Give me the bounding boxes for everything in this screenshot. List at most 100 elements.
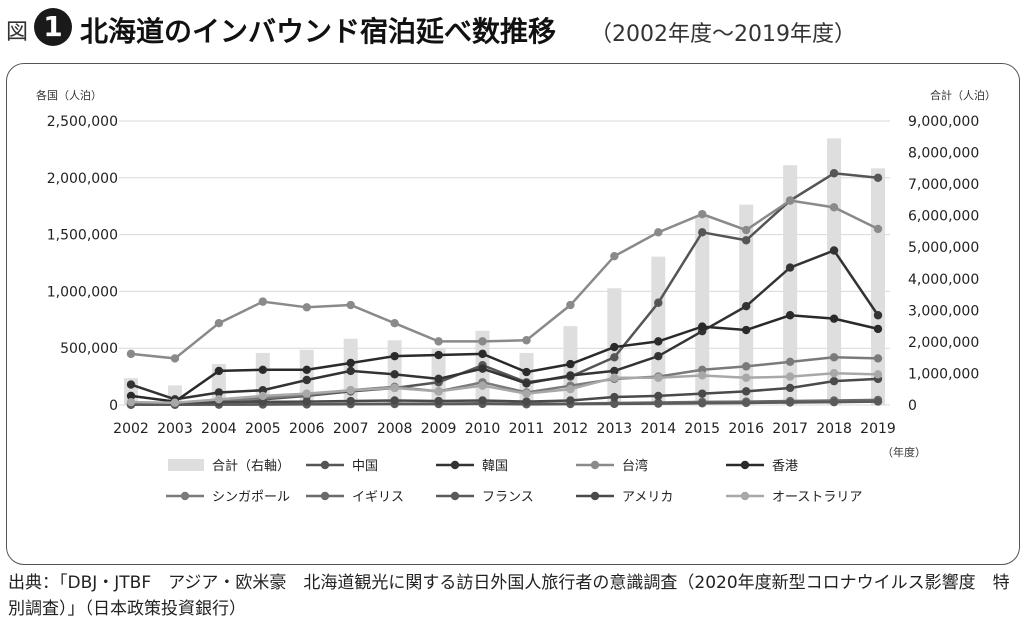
series-line — [130, 356, 879, 406]
series-point — [478, 381, 487, 390]
legend-label: 韓国 — [482, 459, 508, 474]
legend-label: シンガポール — [212, 490, 290, 505]
legend-label: 台湾 — [622, 458, 648, 474]
series-point — [698, 371, 707, 380]
series-point — [610, 342, 619, 352]
series-point — [873, 324, 883, 334]
x-tick-label: 2009 — [421, 421, 457, 437]
series-point — [522, 397, 531, 406]
series-point — [741, 373, 751, 382]
series-line — [130, 313, 879, 403]
legend-label: アメリカ — [622, 490, 673, 505]
series-point — [741, 387, 751, 396]
series-point — [390, 396, 399, 405]
series-point — [390, 319, 399, 328]
series-point — [741, 325, 751, 335]
series-point — [214, 319, 224, 328]
legend-label: オーストラリア — [772, 490, 862, 505]
series-line — [130, 377, 879, 405]
right-tick-label: 1,000,000 — [908, 366, 979, 382]
series-point — [346, 366, 355, 376]
series-point — [654, 391, 663, 401]
series-point — [478, 364, 487, 373]
series-point — [566, 371, 575, 380]
series-point — [873, 370, 883, 379]
series-point — [829, 246, 839, 255]
total-bar — [695, 215, 710, 405]
x-tick-label: 2017 — [772, 421, 808, 437]
right-axis-label: 合計（人泊） — [930, 88, 996, 102]
x-tick-label: 2014 — [640, 421, 676, 437]
figure-number-badge: 1 — [34, 8, 72, 46]
series-point — [390, 351, 399, 361]
series-point — [522, 379, 531, 388]
x-tick-label: 2003 — [157, 421, 193, 437]
series-point — [785, 372, 795, 381]
series-point — [610, 251, 619, 261]
right-tick-label: 0 — [908, 398, 917, 414]
series-point — [522, 367, 531, 377]
series-point — [434, 396, 443, 406]
series-point — [829, 314, 839, 323]
x-tick-label: 2016 — [728, 421, 764, 437]
series-point — [126, 349, 136, 359]
legend-marker — [320, 460, 330, 470]
series-point — [610, 399, 619, 409]
legend-marker — [320, 491, 330, 501]
series-point — [478, 396, 487, 405]
series-point — [741, 236, 751, 245]
series-point — [829, 203, 839, 212]
series-point — [170, 398, 180, 407]
legend-marker — [590, 491, 600, 501]
series-point — [126, 397, 136, 407]
right-tick-label: 9,000,000 — [908, 114, 979, 130]
legend-swatch — [168, 459, 204, 471]
legend-label: 中国 — [352, 459, 378, 474]
series-point — [785, 357, 795, 367]
left-tick-label: 0 — [109, 398, 118, 414]
series-point — [434, 374, 443, 384]
series-point — [698, 228, 707, 237]
series-point — [346, 396, 355, 406]
series-point — [214, 366, 224, 376]
total-bar — [651, 256, 666, 405]
left-tick-label: 2,000,000 — [47, 171, 118, 187]
series-line — [131, 400, 879, 407]
series-line — [130, 199, 879, 360]
series-point — [302, 389, 311, 398]
left-tick-label: 500,000 — [60, 341, 118, 357]
x-tick-label: 2005 — [245, 421, 281, 437]
source-note: 出典：「DBJ・JTBF アジア・欧米豪 北海道観光に関する訪日外国人旅行者の意… — [8, 573, 1010, 619]
series-point — [741, 362, 751, 371]
series-point — [785, 311, 795, 320]
chart-panel — [6, 63, 1020, 565]
series-point — [698, 209, 707, 219]
series-point — [654, 298, 663, 307]
series-point — [214, 388, 224, 397]
legend-label: 合計（右軸） — [212, 458, 290, 474]
series-point — [302, 397, 311, 406]
series-point — [258, 297, 268, 306]
chart-subtitle: （2002年度～2019年度） — [590, 22, 856, 47]
series-point — [610, 366, 619, 376]
series-point — [785, 398, 795, 407]
series-point — [610, 353, 619, 362]
right-tick-label: 7,000,000 — [908, 177, 979, 193]
x-tick-label: 2013 — [597, 421, 633, 437]
series-point — [698, 322, 707, 331]
series-point — [873, 311, 883, 320]
right-tick-label: 6,000,000 — [908, 209, 979, 225]
right-tick-label: 4,000,000 — [908, 272, 979, 288]
total-bar — [871, 168, 885, 405]
right-tick-label: 8,000,000 — [908, 146, 979, 162]
series-point — [741, 225, 751, 235]
legend-marker — [740, 491, 750, 501]
series-point — [873, 397, 883, 406]
x-tick-label: 2012 — [553, 421, 589, 437]
series-point — [346, 300, 355, 310]
series-point — [829, 368, 839, 378]
chart-title: 北海道のインバウンド宿泊延べ数推移 — [80, 15, 557, 48]
series-point — [873, 173, 883, 182]
left-tick-label: 1,000,000 — [47, 284, 118, 300]
chart-svg: 各国（人泊） 2,500,000 2,000,000 1,500,000 1,000,0… — [36, 88, 996, 505]
